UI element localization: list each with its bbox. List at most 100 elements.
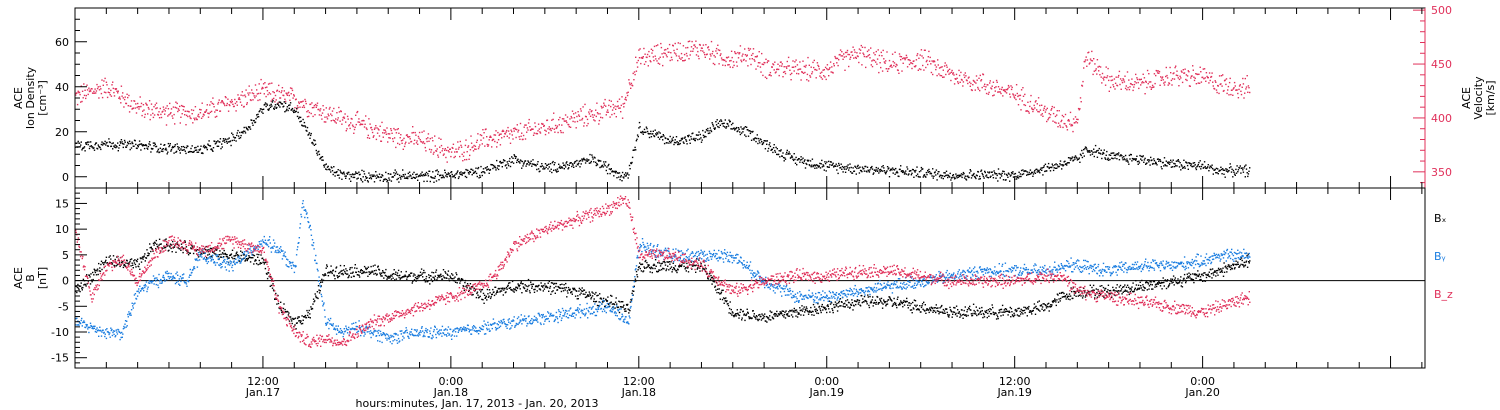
ion-density-point	[1020, 175, 1022, 178]
velocity-point	[1059, 126, 1062, 128]
velocity-point	[641, 56, 643, 59]
velocity-point	[774, 72, 777, 74]
velocity-point	[433, 151, 435, 154]
ion-density-point	[947, 174, 949, 176]
ion-density-point	[393, 172, 395, 174]
ion-density-point	[788, 151, 790, 153]
bx-point	[262, 261, 264, 263]
ion-density-point	[126, 144, 128, 147]
bx-point	[348, 274, 350, 277]
bx-point	[707, 278, 709, 280]
velocity-point	[122, 92, 124, 94]
bx-point	[293, 318, 296, 320]
velocity-point	[345, 121, 347, 123]
velocity-point	[701, 47, 703, 49]
ion-density-point	[397, 173, 399, 175]
bx-point	[434, 275, 436, 277]
ion-density-point	[620, 174, 622, 177]
velocity-point	[1046, 120, 1048, 123]
ion-density-point	[1127, 161, 1129, 163]
ion-density-point	[828, 166, 830, 168]
ion-density-point	[142, 145, 144, 147]
velocity-point	[1211, 72, 1213, 74]
velocity-point	[347, 118, 349, 120]
ion-density-point	[349, 173, 351, 176]
ion-density-point	[514, 157, 517, 159]
ion-density-point	[251, 119, 253, 121]
ion-density-point	[1061, 168, 1063, 170]
bx-point	[421, 273, 423, 275]
velocity-point	[655, 45, 658, 47]
velocity-point	[727, 64, 729, 66]
ion-density-point	[429, 180, 431, 183]
ion-density-point	[301, 125, 304, 127]
velocity-point	[394, 129, 396, 131]
velocity-point	[1151, 86, 1153, 89]
ion-density-point	[871, 168, 874, 170]
velocity-point	[548, 126, 550, 128]
ion-density-point	[1064, 160, 1066, 162]
ion-density-point	[501, 162, 503, 164]
bx-point	[724, 300, 726, 302]
velocity-point	[1184, 68, 1186, 70]
ion-density-point	[101, 144, 104, 146]
ion-density-point	[1202, 163, 1204, 166]
ion-density-point	[686, 143, 688, 145]
ion-density-point	[1012, 171, 1014, 173]
ion-density-point	[848, 169, 850, 171]
ion-density-point	[527, 161, 530, 163]
ion-density-point	[856, 167, 858, 170]
velocity-point	[652, 56, 654, 58]
ion-density-point	[269, 104, 271, 107]
bx-point	[431, 280, 434, 283]
bx-point	[440, 275, 442, 278]
velocity-point	[1244, 77, 1246, 80]
ion-density-point	[156, 151, 158, 153]
velocity-point	[1111, 75, 1113, 78]
ion-density-point	[855, 173, 857, 175]
velocity-point	[257, 92, 260, 95]
velocity-point	[344, 113, 346, 115]
velocity-point	[1068, 120, 1070, 122]
velocity-point	[924, 49, 926, 51]
bx-point	[588, 295, 590, 297]
ion-density-point	[594, 157, 596, 159]
velocity-point	[477, 133, 479, 135]
ion-density-point	[756, 134, 758, 136]
velocity-point	[1148, 81, 1151, 83]
ion-density-point	[549, 170, 551, 172]
bx-point	[627, 303, 629, 306]
bx-point	[661, 262, 663, 265]
bx-point	[340, 273, 343, 275]
velocity-point	[784, 72, 787, 75]
bx-point	[414, 276, 417, 279]
velocity-point	[600, 116, 602, 119]
bx-point	[548, 280, 550, 283]
ion-density-point	[302, 118, 304, 121]
ion-density-point	[776, 148, 778, 150]
bx-point	[454, 276, 456, 278]
velocity-point	[417, 135, 420, 138]
ion-density-point	[483, 171, 485, 173]
velocity-point	[248, 85, 250, 87]
ion-density-point	[983, 177, 985, 179]
ion-density-point	[732, 122, 734, 124]
velocity-point	[467, 146, 469, 148]
ion-density-point	[1044, 170, 1046, 173]
velocity-point	[772, 64, 775, 66]
ion-density-point	[717, 126, 719, 128]
ion-density-point	[906, 166, 908, 168]
velocity-point	[1086, 65, 1088, 67]
ion-density-point	[1032, 175, 1034, 177]
ion-density-point	[1233, 173, 1236, 175]
velocity-point	[968, 76, 970, 78]
ion-density-point	[1076, 157, 1078, 159]
ion-density-point	[1052, 169, 1055, 172]
velocity-point	[393, 127, 395, 130]
ion-density-point	[753, 139, 755, 141]
ion-density-point	[422, 173, 425, 176]
ion-density-point	[722, 122, 724, 125]
ion-density-point	[167, 151, 169, 153]
ion-density-point	[791, 156, 794, 158]
velocity-point	[1058, 110, 1060, 112]
